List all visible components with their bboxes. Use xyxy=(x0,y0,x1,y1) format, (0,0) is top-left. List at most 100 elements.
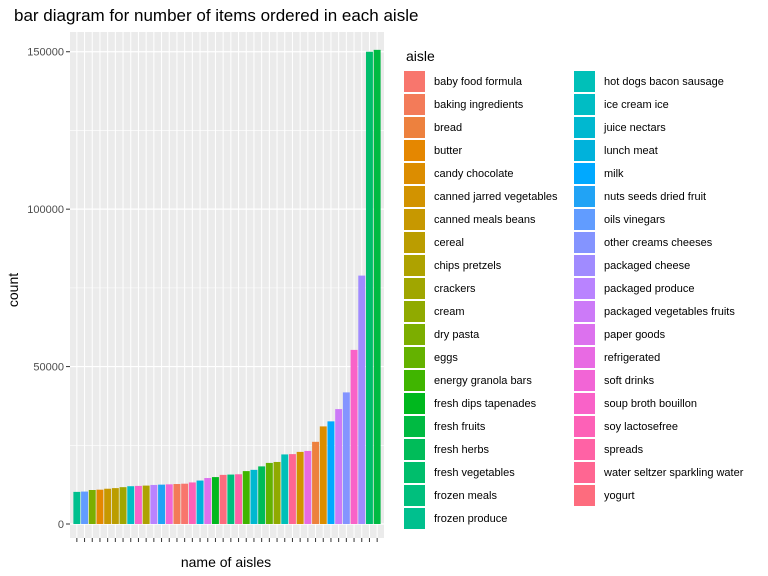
legend-item: dry pasta xyxy=(404,323,574,346)
legend-label: candy chocolate xyxy=(434,167,514,180)
bar xyxy=(142,485,150,524)
bar xyxy=(127,486,135,524)
bar xyxy=(119,487,127,524)
legend-label: soup broth bouillon xyxy=(604,397,697,410)
legend-item: fresh vegetables xyxy=(404,461,574,484)
bar xyxy=(273,461,281,524)
legend-label: fresh herbs xyxy=(434,443,490,456)
legend-label: fresh fruits xyxy=(434,420,486,433)
bar xyxy=(181,483,189,524)
legend-swatch xyxy=(404,370,425,391)
axes: count name of aisles 0 50000 100000 150000 xyxy=(5,47,378,570)
y-tick-label: 0 xyxy=(58,519,64,531)
legend-item: spreads xyxy=(574,438,744,461)
legend-swatch xyxy=(404,117,425,138)
legend-label: packaged cheese xyxy=(604,259,691,272)
legend-swatch xyxy=(404,439,425,460)
bar xyxy=(281,454,289,524)
legend-swatch xyxy=(574,163,595,184)
legend-item: candy chocolate xyxy=(404,162,574,185)
legend-label: canned meals beans xyxy=(434,213,536,226)
legend-item: crackers xyxy=(404,277,574,300)
legend-item: fresh dips tapenades xyxy=(404,392,574,415)
legend-swatch xyxy=(404,462,425,483)
legend-item: fresh fruits xyxy=(404,415,574,438)
legend-item: nuts seeds dried fruit xyxy=(574,185,744,208)
legend-swatch xyxy=(574,439,595,460)
legend-label: baking ingredients xyxy=(434,98,524,111)
legend-label: fresh dips tapenades xyxy=(434,397,537,410)
legend-label: dry pasta xyxy=(434,328,480,341)
legend-item: baby food formula xyxy=(404,70,574,93)
legend-label: water seltzer sparkling water xyxy=(604,466,744,479)
bar xyxy=(150,484,158,524)
legend-swatch xyxy=(574,324,595,345)
legend-swatch xyxy=(404,278,425,299)
bar xyxy=(188,482,196,524)
bar xyxy=(204,478,212,524)
legend-item: yogurt xyxy=(574,484,744,507)
legend-label: frozen produce xyxy=(434,512,508,525)
legend-column-1: baby food formula baking ingredients bread… xyxy=(404,70,574,530)
bar xyxy=(111,488,119,524)
legend-swatch xyxy=(404,94,425,115)
legend-swatch xyxy=(404,71,425,92)
legend-swatch xyxy=(404,393,425,414)
legend-swatch xyxy=(574,71,595,92)
legend-item: soup broth bouillon xyxy=(574,392,744,415)
legend-swatch xyxy=(404,232,425,253)
legend-swatch xyxy=(574,416,595,437)
legend-label: cream xyxy=(434,305,465,318)
legend-label: baby food formula xyxy=(434,75,523,88)
bar xyxy=(358,275,366,524)
bar xyxy=(335,409,343,524)
legend-label: refrigerated xyxy=(604,351,661,364)
legend-swatch xyxy=(574,301,595,322)
legend-item: energy granola bars xyxy=(404,369,574,392)
bar xyxy=(104,488,112,524)
bar xyxy=(196,480,204,524)
legend-swatch xyxy=(574,255,595,276)
legend-item: cereal xyxy=(404,231,574,254)
legend-swatch xyxy=(404,485,425,506)
legend-label: soft drinks xyxy=(604,374,655,387)
legend-label: crackers xyxy=(434,282,476,295)
bar xyxy=(265,462,273,524)
legend-label: packaged vegetables fruits xyxy=(604,305,735,318)
legend-label: yogurt xyxy=(604,489,635,502)
bar xyxy=(165,484,173,524)
legend-label: eggs xyxy=(434,351,458,364)
legend-item: refrigerated xyxy=(574,346,744,369)
legend-item: ice cream ice xyxy=(574,93,744,116)
legend-label: bread xyxy=(434,121,463,134)
bar xyxy=(288,454,296,524)
legend-item: packaged produce xyxy=(574,277,744,300)
legend-item: water seltzer sparkling water xyxy=(574,461,744,484)
plot-panel xyxy=(70,32,384,538)
legend-label: chips pretzels xyxy=(434,259,502,272)
legend-label: soy lactosefree xyxy=(604,420,678,433)
legend-item: milk xyxy=(574,162,744,185)
legend-swatch xyxy=(404,416,425,437)
legend-swatch xyxy=(404,140,425,161)
legend: aisle baby food formula baking ingredient… xyxy=(404,48,744,530)
legend-swatch xyxy=(574,140,595,161)
legend-item: packaged vegetables fruits xyxy=(574,300,744,323)
legend-item: frozen meals xyxy=(404,484,574,507)
legend-item: paper goods xyxy=(574,323,744,346)
legend-item: frozen produce xyxy=(404,507,574,530)
legend-item: packaged cheese xyxy=(574,254,744,277)
bar xyxy=(242,471,250,524)
legend-columns: baby food formula baking ingredients bread… xyxy=(404,70,744,530)
bar xyxy=(327,421,335,524)
bar xyxy=(342,392,350,524)
legend-item: lunch meat xyxy=(574,139,744,162)
bar xyxy=(134,485,142,524)
legend-label: hot dogs bacon sausage xyxy=(604,75,724,88)
legend-label: cereal xyxy=(434,236,464,249)
bar xyxy=(319,426,327,524)
legend-item: soft drinks xyxy=(574,369,744,392)
legend-item: butter xyxy=(404,139,574,162)
legend-label: lunch meat xyxy=(604,144,658,157)
y-axis-label: count xyxy=(5,273,21,307)
